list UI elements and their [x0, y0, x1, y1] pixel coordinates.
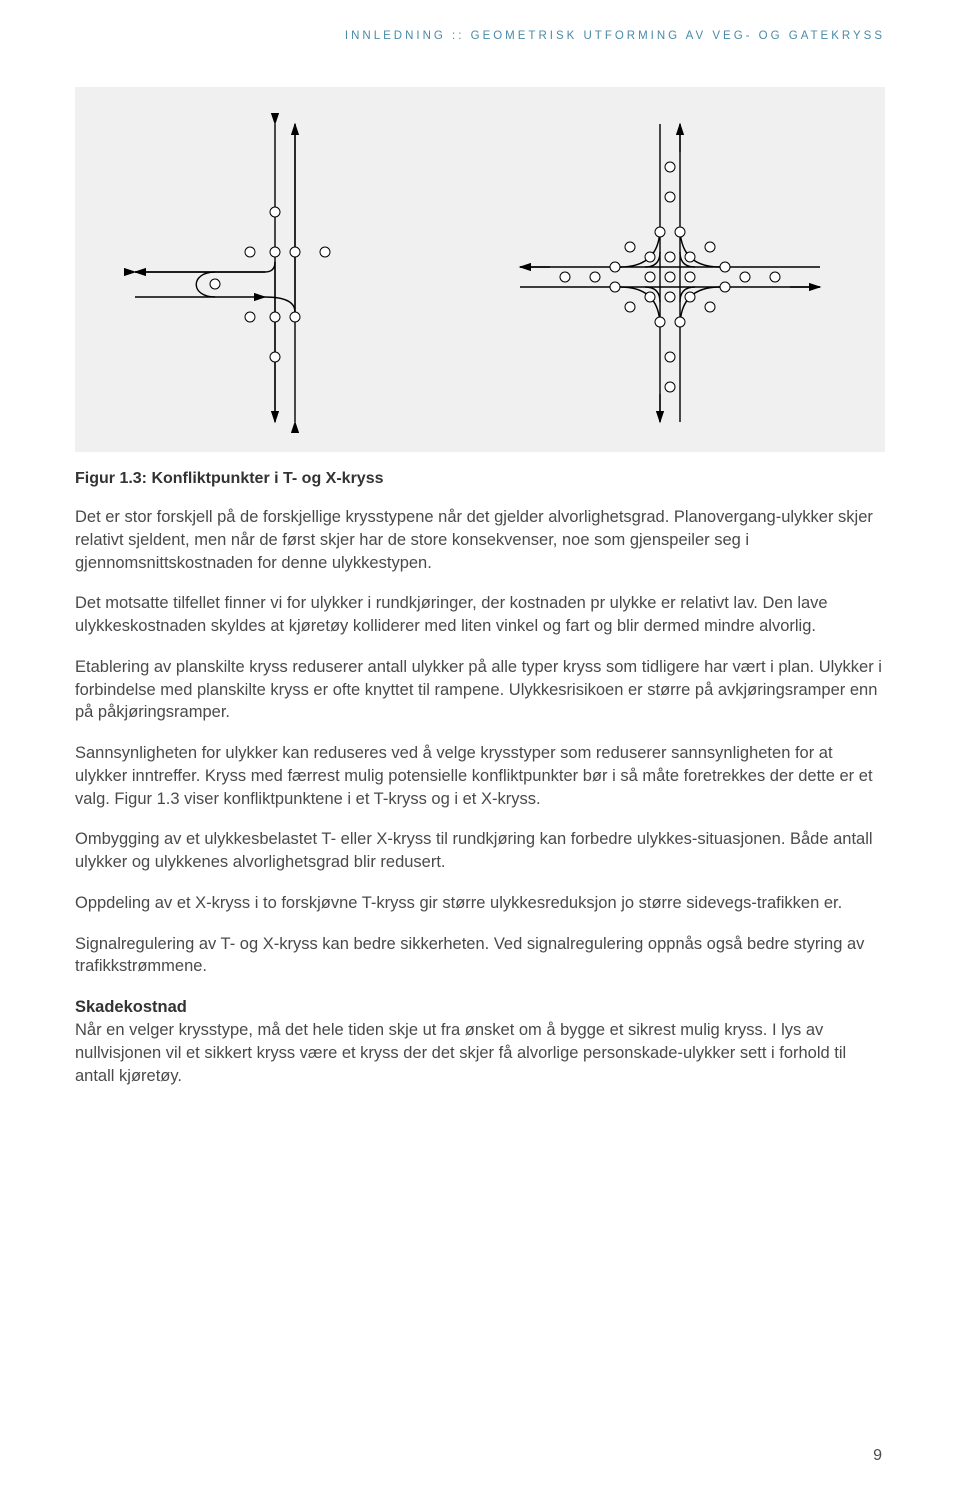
- paragraph-2: Det motsatte tilfellet finner vi for uly…: [75, 592, 885, 638]
- page-number: 9: [873, 1447, 882, 1465]
- paragraph-4: Sannsynligheten for ulykker kan redusere…: [75, 742, 885, 810]
- body-text: Det er stor forskjell på de forskjellige…: [75, 506, 885, 1087]
- paragraph-5: Ombygging av et ulykkesbelastet T- eller…: [75, 828, 885, 874]
- paragraph-7: Signalregulering av T- og X-kryss kan be…: [75, 933, 885, 979]
- figure-caption: Figur 1.3: Konfliktpunkter i T- og X-kry…: [75, 470, 885, 488]
- paragraph-6: Oppdeling av et X-kryss i to forskjøvne …: [75, 892, 885, 915]
- header-title: GEOMETRISK UTFORMING AV VEG- OG GATEKRYS…: [471, 30, 885, 42]
- conflict-points-svg: [75, 87, 885, 452]
- header-section: INNLEDNING: [345, 30, 446, 42]
- header-separator: ::: [452, 30, 464, 42]
- paragraph-8: Skadekostnad Når en velger krysstype, må…: [75, 996, 885, 1087]
- paragraph-1: Det er stor forskjell på de forskjellige…: [75, 506, 885, 574]
- subheading-skadekostnad: Skadekostnad: [75, 998, 187, 1016]
- paragraph-3: Etablering av planskilte kryss reduserer…: [75, 656, 885, 724]
- paragraph-8-text: Når en velger krysstype, må det hele tid…: [75, 1021, 846, 1085]
- figure-diagram: [75, 87, 885, 452]
- page-header: INNLEDNING :: GEOMETRISK UTFORMING AV VE…: [75, 30, 885, 42]
